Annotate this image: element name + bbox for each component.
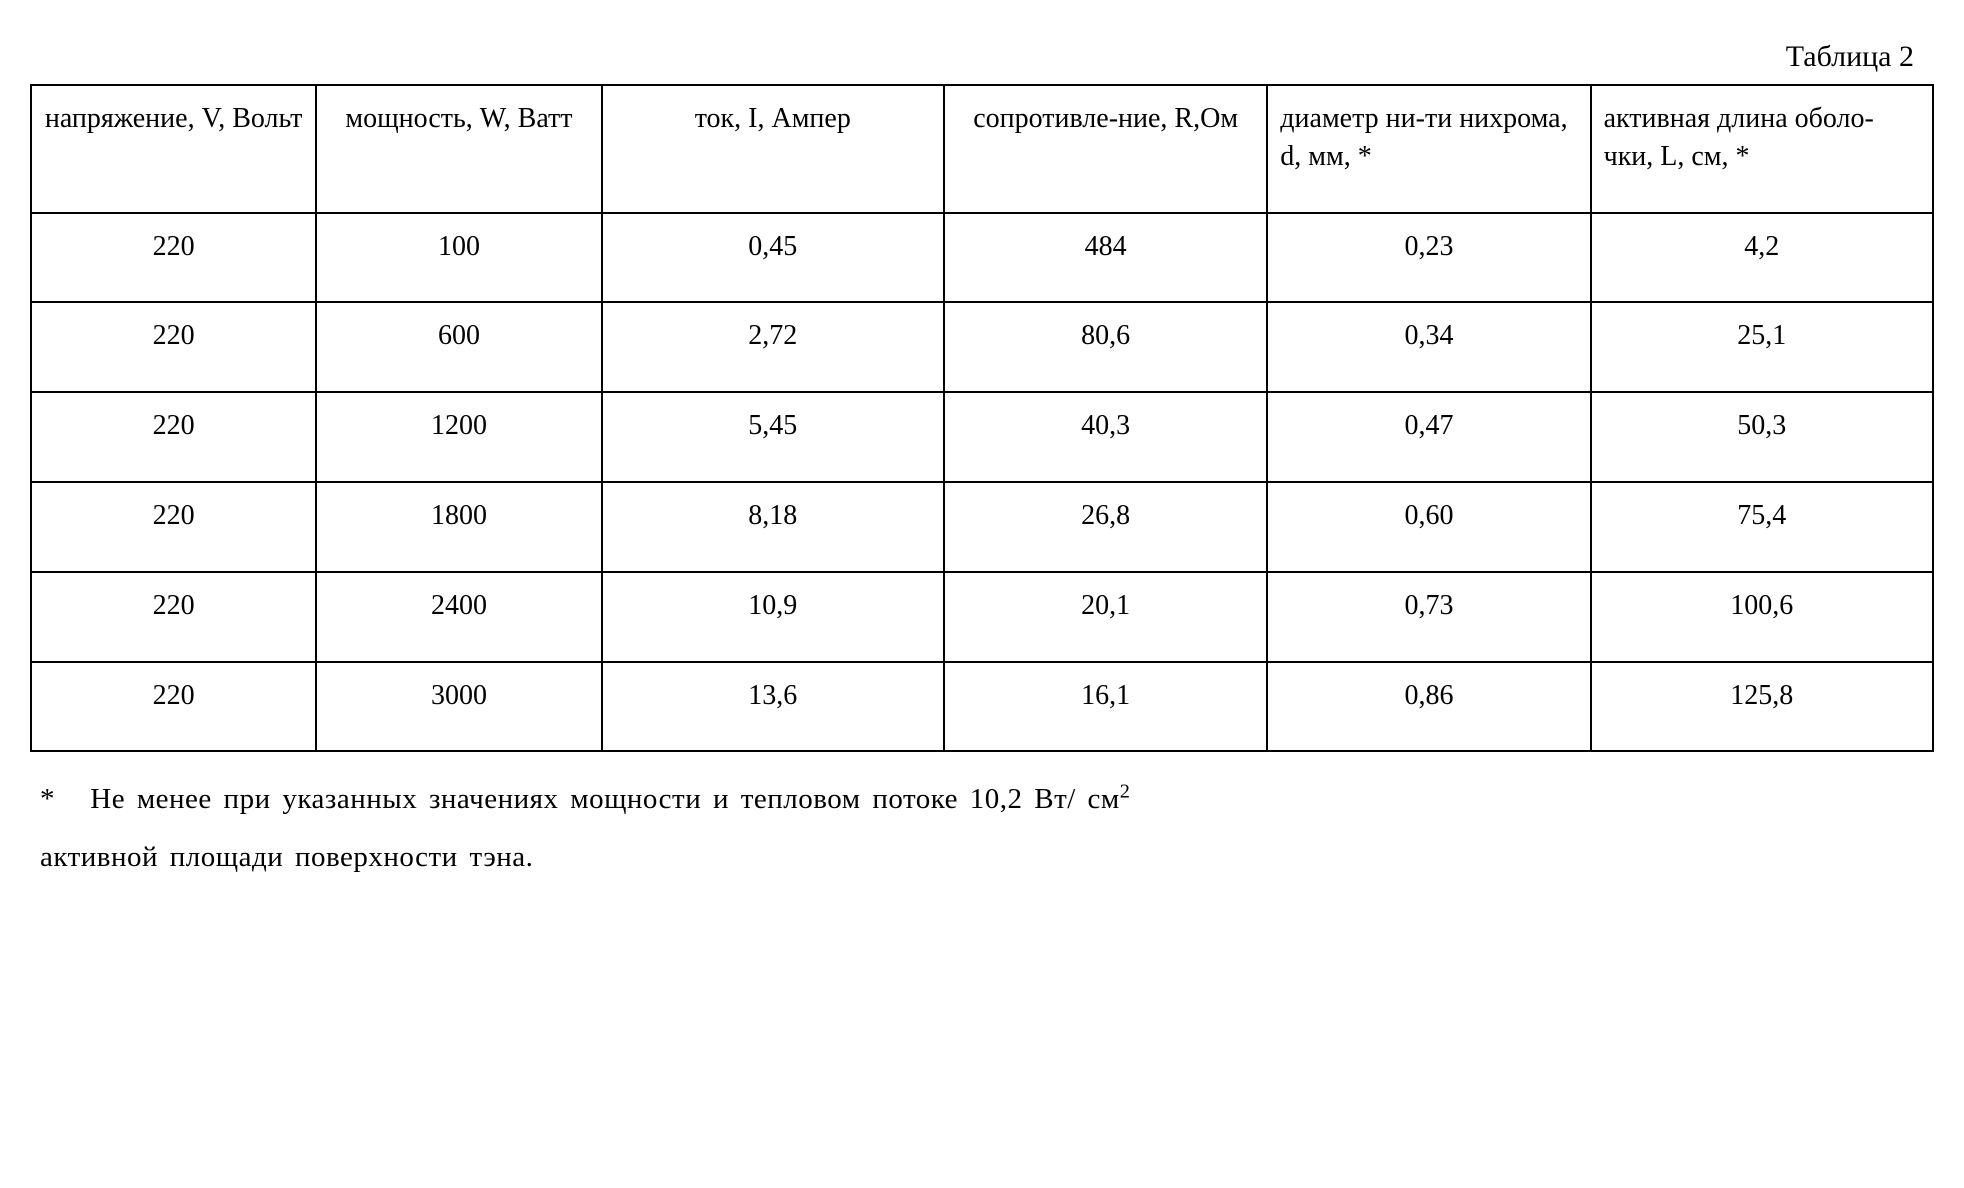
table-cell: 50,3 bbox=[1591, 392, 1933, 482]
table-cell: 0,23 bbox=[1267, 213, 1590, 303]
table-cell: 5,45 bbox=[602, 392, 944, 482]
table-cell: 8,18 bbox=[602, 482, 944, 572]
table-cell: 220 bbox=[31, 482, 316, 572]
table-header-cell: мощность, W, Ватт bbox=[316, 85, 601, 213]
table-cell: 220 bbox=[31, 392, 316, 482]
table-cell: 40,3 bbox=[944, 392, 1267, 482]
table-header-cell: напряжение, V, Вольт bbox=[31, 85, 316, 213]
table-cell: 3000 bbox=[316, 662, 601, 752]
table-row: 220240010,920,10,73100,6 bbox=[31, 572, 1933, 662]
table-cell: 80,6 bbox=[944, 302, 1267, 392]
table-row: 2206002,7280,60,3425,1 bbox=[31, 302, 1933, 392]
table-cell: 100 bbox=[316, 213, 601, 303]
table-cell: 20,1 bbox=[944, 572, 1267, 662]
table-cell: 25,1 bbox=[1591, 302, 1933, 392]
table-cell: 220 bbox=[31, 213, 316, 303]
table-cell: 1200 bbox=[316, 392, 601, 482]
table-row: 22012005,4540,30,4750,3 bbox=[31, 392, 1933, 482]
table-cell: 220 bbox=[31, 302, 316, 392]
table-cell: 1800 bbox=[316, 482, 601, 572]
table-header-cell: сопротивле-ние, R,Ом bbox=[944, 85, 1267, 213]
table-row: 2201000,454840,234,2 bbox=[31, 213, 1933, 303]
table-cell: 4,2 bbox=[1591, 213, 1933, 303]
table-cell: 600 bbox=[316, 302, 601, 392]
table-caption: Таблица 2 bbox=[30, 40, 1934, 74]
table-cell: 484 bbox=[944, 213, 1267, 303]
table-cell: 0,73 bbox=[1267, 572, 1590, 662]
table-cell: 0,86 bbox=[1267, 662, 1590, 752]
footnote-text-pre: Не менее при указанных значениях мощност… bbox=[90, 783, 1120, 815]
footnote-sup: 2 bbox=[1120, 781, 1131, 803]
table-cell: 16,1 bbox=[944, 662, 1267, 752]
table-cell: 100,6 bbox=[1591, 572, 1933, 662]
footnote: * Не менее при указанных значениях мощно… bbox=[30, 770, 1934, 886]
table-cell: 0,60 bbox=[1267, 482, 1590, 572]
table-header-cell: активная длина оболо-чки, L, см, * bbox=[1591, 85, 1933, 213]
table-row: 220300013,616,10,86125,8 bbox=[31, 662, 1933, 752]
table-cell: 125,8 bbox=[1591, 662, 1933, 752]
table-header-row: напряжение, V, Вольтмощность, W, Ваттток… bbox=[31, 85, 1933, 213]
table-cell: 0,45 bbox=[602, 213, 944, 303]
table-header-cell: диаметр ни-ти нихрома, d, мм, * bbox=[1267, 85, 1590, 213]
table-row: 22018008,1826,80,6075,4 bbox=[31, 482, 1933, 572]
table-cell: 10,9 bbox=[602, 572, 944, 662]
data-table: напряжение, V, Вольтмощность, W, Ваттток… bbox=[30, 84, 1934, 752]
footnote-marker: * bbox=[40, 783, 55, 815]
table-cell: 13,6 bbox=[602, 662, 944, 752]
table-cell: 26,8 bbox=[944, 482, 1267, 572]
table-cell: 0,34 bbox=[1267, 302, 1590, 392]
footnote-text-post: активной площади поверхности тэна. bbox=[40, 841, 533, 873]
table-header-cell: ток, I, Ампер bbox=[602, 85, 944, 213]
table-cell: 2,72 bbox=[602, 302, 944, 392]
table-cell: 0,47 bbox=[1267, 392, 1590, 482]
table-cell: 220 bbox=[31, 662, 316, 752]
table-cell: 2400 bbox=[316, 572, 601, 662]
table-cell: 220 bbox=[31, 572, 316, 662]
table-cell: 75,4 bbox=[1591, 482, 1933, 572]
